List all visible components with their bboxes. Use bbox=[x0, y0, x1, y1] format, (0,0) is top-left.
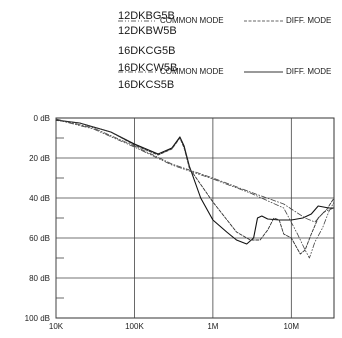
x-tick-label: 10K bbox=[49, 322, 64, 331]
legend-model-16dkcg5b: 16DKCG5B bbox=[118, 45, 176, 57]
legend-group2-diff-label: DIFF. MODE bbox=[286, 67, 332, 76]
y-tick-label: 100 dB bbox=[25, 314, 50, 323]
legend-model-12dkbw5b: 12DKBW5B bbox=[118, 25, 177, 37]
legend-model-12dkbg5b: 12DKBG5B bbox=[118, 10, 175, 22]
plot-frame bbox=[55, 117, 335, 319]
legend-group1-common-label: COMMON MODE bbox=[160, 16, 224, 25]
series-line-1 bbox=[55, 119, 335, 245]
series-line-4 bbox=[55, 119, 335, 255]
y-tick-label: 0 dB bbox=[34, 114, 50, 123]
legend-group2-common-label: COMMON MODE bbox=[160, 67, 224, 76]
series-line-3 bbox=[55, 119, 335, 259]
y-tick-label: 60 dB bbox=[29, 234, 50, 243]
y-tick-label: 20 dB bbox=[29, 154, 50, 163]
series-line-2 bbox=[55, 118, 335, 223]
grid-layer bbox=[55, 118, 334, 318]
legend-model-16dkcw5b: 16DKCW5B bbox=[118, 62, 178, 74]
x-tick-label: 10M bbox=[284, 322, 300, 331]
y-tick-label: 80 dB bbox=[29, 274, 50, 283]
x-tick-label: 1M bbox=[207, 322, 218, 331]
legend-model-16dkcs5b: 16DKCS5B bbox=[118, 79, 175, 91]
series-layer bbox=[55, 118, 335, 259]
tick-layer: 10K 100K 1M 10M 0 dB 20 dB 40 dB 60 dB 80 dB 100 … bbox=[25, 114, 300, 331]
y-tick-label: 40 dB bbox=[29, 194, 50, 203]
legend-group1-diff-label: DIFF. MODE bbox=[286, 16, 332, 25]
x-tick-label: 100K bbox=[125, 322, 144, 331]
